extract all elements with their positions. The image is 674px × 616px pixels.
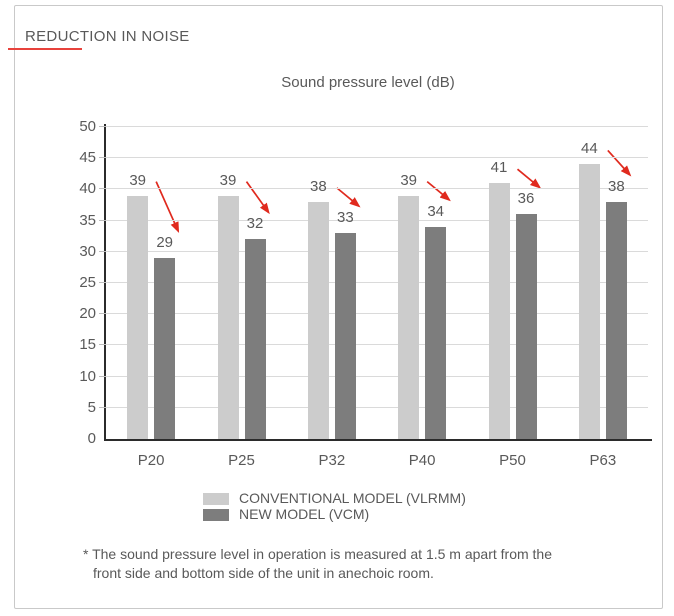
x-axis-line [104,439,652,441]
bar-conventional-P50 [488,183,510,439]
y-axis-tick [99,406,106,408]
bar-conventional-P20 [127,195,149,439]
gridline [106,157,648,159]
plot-area: 0 5 10 15 20 25 30 35 40 45 50 39 29 P20 39 32 P25 38 33 P3… [79,118,652,469]
value-label-conventional-P25: 39 [219,171,237,189]
gridline [106,375,648,377]
y-axis-label: 40 [79,180,96,198]
reduction-arrow-P40 [426,180,451,202]
value-label-conventional-P50: 41 [490,159,508,177]
y-axis-label: 20 [79,305,96,323]
value-label-conventional-P32: 38 [309,177,327,195]
reduction-arrow-P20 [155,181,180,234]
bar-conventional-P63 [578,164,600,439]
y-axis-tick [99,313,106,315]
y-axis-label: 35 [79,211,96,229]
y-axis-label: 0 [87,430,96,447]
value-label-new-P32: 33 [336,209,354,227]
y-axis-label: 15 [79,336,96,354]
legend-swatch-icon [203,508,229,521]
y-axis-tick [99,126,106,127]
legend-row-new: NEW MODEL (VCM) [203,506,466,522]
reduction-arrow-P25 [245,181,270,215]
x-axis-label-P20: P20 [137,452,165,469]
bar-new-P32 [334,233,356,439]
footnote-line-2: front side and bottom side of the unit i… [93,565,434,581]
page-title: REDUCTION IN NOISE [25,28,190,45]
chart-title: Sound pressure level (dB) [281,74,455,91]
value-label-conventional-P20: 39 [129,171,146,189]
value-label-new-P40: 34 [427,202,444,220]
gridline [106,313,648,315]
value-label-conventional-P40: 39 [400,171,417,189]
gridline [106,126,648,127]
y-axis-label: 45 [79,149,96,167]
gridline [106,219,648,221]
bar-new-P50 [515,214,537,439]
bar-new-P40 [425,226,447,439]
y-axis-label: 5 [87,398,96,416]
value-label-new-P63: 38 [607,177,625,195]
value-label-new-P20: 29 [156,234,173,252]
bar-conventional-P40 [398,195,420,439]
y-axis-label: 10 [79,367,96,385]
bar-conventional-P25 [217,195,239,439]
y-axis-tick [99,157,106,159]
y-axis-tick [99,375,106,377]
footnote: * The sound pressure level in operation … [83,545,623,583]
y-axis-tick [99,219,106,221]
chart-legend: CONVENTIONAL MODEL (VLRMM) NEW MODEL (VCM… [203,490,466,524]
x-axis-label-P50: P50 [499,452,526,469]
y-axis-label: 30 [79,242,96,260]
y-axis-label: 50 [79,118,96,135]
value-label-conventional-P63: 44 [580,140,598,158]
reduction-arrow-P50 [516,168,542,189]
y-axis-tick [99,344,106,346]
value-label-new-P50: 36 [517,190,535,208]
bar-conventional-P32 [307,201,329,439]
bar-new-P20 [154,258,176,439]
title-underline-accent [8,48,82,50]
reduction-arrow-P63 [607,149,632,177]
reduction-arrow-P32 [336,187,361,208]
x-axis-label-P40: P40 [408,452,436,469]
x-axis-label-P63: P63 [589,452,617,469]
gridline [106,282,648,283]
legend-label: NEW MODEL (VCM) [239,506,370,522]
gridline [106,406,648,408]
gridline [106,188,648,190]
y-axis-tick [99,250,106,252]
legend-label: CONVENTIONAL MODEL (VLRMM) [239,490,466,506]
x-axis-label-P25: P25 [228,452,255,469]
legend-swatch-icon [203,492,229,505]
gridline [106,250,648,252]
legend-row-conventional: CONVENTIONAL MODEL (VLRMM) [203,490,466,506]
bar-new-P63 [605,201,627,439]
y-axis-label: 25 [79,274,96,291]
y-axis-tick [99,188,106,190]
bar-new-P25 [244,239,266,439]
x-axis-label-P32: P32 [318,452,346,469]
reduction-arrows-layer [155,149,632,234]
value-label-new-P25: 32 [246,215,264,233]
gridline [106,344,648,346]
footnote-line-1: * The sound pressure level in operation … [83,546,552,562]
y-axis-tick [99,282,106,283]
